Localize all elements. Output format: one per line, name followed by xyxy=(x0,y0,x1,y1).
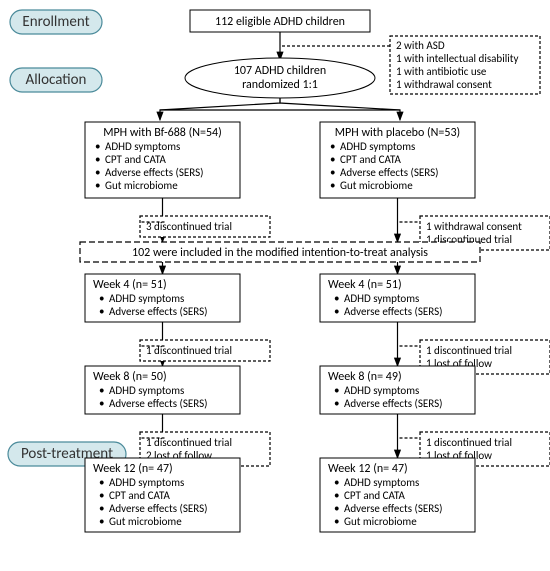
svg-text:Week 12 (n= 47): Week 12 (n= 47) xyxy=(93,462,173,476)
svg-text:1 withdrawal consent: 1 withdrawal consent xyxy=(396,78,492,91)
svg-text:Enrollment: Enrollment xyxy=(22,13,89,31)
svg-text:102 were included in the modif: 102 were included in the modified intent… xyxy=(132,246,428,260)
svg-text:ADHD symptoms: ADHD symptoms xyxy=(344,292,419,305)
svg-text:1 with intellectual disability: 1 with intellectual disability xyxy=(396,52,518,65)
svg-text:•: • xyxy=(99,476,104,489)
svg-text:•: • xyxy=(334,489,339,502)
svg-text:ADHD symptoms: ADHD symptoms xyxy=(340,140,415,153)
svg-text:•: • xyxy=(95,179,100,192)
svg-text:ADHD symptoms: ADHD symptoms xyxy=(344,384,419,397)
svg-text:•: • xyxy=(99,502,104,515)
svg-text:•: • xyxy=(334,476,339,489)
svg-text:•: • xyxy=(99,397,104,410)
svg-text:ADHD symptoms: ADHD symptoms xyxy=(109,292,184,305)
svg-text:Gut microbiome: Gut microbiome xyxy=(105,179,178,192)
svg-text:Week 4 (n= 51): Week 4 (n= 51) xyxy=(328,278,402,292)
svg-text:MPH with Bf-688 (N=54): MPH with Bf-688 (N=54) xyxy=(103,126,222,140)
svg-text:•: • xyxy=(334,515,339,528)
svg-text:Week 12 (n= 47): Week 12 (n= 47) xyxy=(328,462,408,476)
svg-text:ADHD symptoms: ADHD symptoms xyxy=(344,476,419,489)
svg-text:Adverse effects (SERS): Adverse effects (SERS) xyxy=(109,397,207,410)
svg-text:Adverse effects (SERS): Adverse effects (SERS) xyxy=(344,305,442,318)
svg-text:Adverse effects (SERS): Adverse effects (SERS) xyxy=(344,397,442,410)
svg-text:CPT and CATA: CPT and CATA xyxy=(109,489,171,502)
svg-text:•: • xyxy=(330,153,335,166)
svg-text:•: • xyxy=(95,166,100,179)
svg-text:•: • xyxy=(99,305,104,318)
svg-text:1 with antibiotic use: 1 with antibiotic use xyxy=(396,65,487,78)
svg-text:Week 8 (n= 50): Week 8 (n= 50) xyxy=(93,370,167,384)
svg-text:•: • xyxy=(99,292,104,305)
svg-text:randomized 1:1: randomized 1:1 xyxy=(242,78,318,92)
svg-text:Adverse effects (SERS): Adverse effects (SERS) xyxy=(109,502,207,515)
svg-text:•: • xyxy=(99,489,104,502)
svg-text:•: • xyxy=(99,384,104,397)
svg-text:Gut microbiome: Gut microbiome xyxy=(109,515,182,528)
svg-text:CPT and CATA: CPT and CATA xyxy=(105,153,167,166)
svg-text:•: • xyxy=(330,140,335,153)
svg-text:•: • xyxy=(334,502,339,515)
svg-text:107 ADHD children: 107 ADHD children xyxy=(234,64,326,78)
svg-text:Week 4 (n= 51): Week 4 (n= 51) xyxy=(93,278,167,292)
svg-text:•: • xyxy=(95,153,100,166)
svg-text:Gut microbiome: Gut microbiome xyxy=(344,515,417,528)
svg-text:Week 8 (n= 49): Week 8 (n= 49) xyxy=(328,370,402,384)
svg-text:Gut microbiome: Gut microbiome xyxy=(340,179,413,192)
svg-text:•: • xyxy=(334,397,339,410)
svg-text:ADHD symptoms: ADHD symptoms xyxy=(105,140,180,153)
svg-text:CPT and CATA: CPT and CATA xyxy=(344,489,406,502)
svg-text:Adverse effects (SERS): Adverse effects (SERS) xyxy=(109,305,207,318)
svg-text:Adverse effects (SERS): Adverse effects (SERS) xyxy=(344,502,442,515)
svg-text:Adverse effects (SERS): Adverse effects (SERS) xyxy=(105,166,203,179)
svg-text:•: • xyxy=(99,515,104,528)
svg-text:•: • xyxy=(334,384,339,397)
svg-text:ADHD symptoms: ADHD symptoms xyxy=(109,476,184,489)
svg-text:•: • xyxy=(334,292,339,305)
svg-text:2 with ASD: 2 with ASD xyxy=(396,39,445,52)
svg-text:1 withdrawal consent: 1 withdrawal consent xyxy=(426,220,522,233)
svg-text:Adverse effects (SERS): Adverse effects (SERS) xyxy=(340,166,438,179)
svg-text:•: • xyxy=(95,140,100,153)
svg-text:1 discontinued trial: 1 discontinued trial xyxy=(426,344,512,357)
svg-text:•: • xyxy=(334,305,339,318)
svg-text:MPH with placebo (N=53): MPH with placebo (N=53) xyxy=(335,126,460,140)
svg-text:•: • xyxy=(330,166,335,179)
svg-text:Allocation: Allocation xyxy=(26,71,87,89)
svg-text:CPT and CATA: CPT and CATA xyxy=(340,153,402,166)
svg-text:112 eligible ADHD children: 112 eligible ADHD children xyxy=(215,15,345,29)
svg-text:1 discontinued trial: 1 discontinued trial xyxy=(426,436,512,449)
svg-text:ADHD symptoms: ADHD symptoms xyxy=(109,384,184,397)
svg-text:•: • xyxy=(330,179,335,192)
consort-flowchart: EnrollmentAllocationPost-treatment112 el… xyxy=(0,0,550,571)
